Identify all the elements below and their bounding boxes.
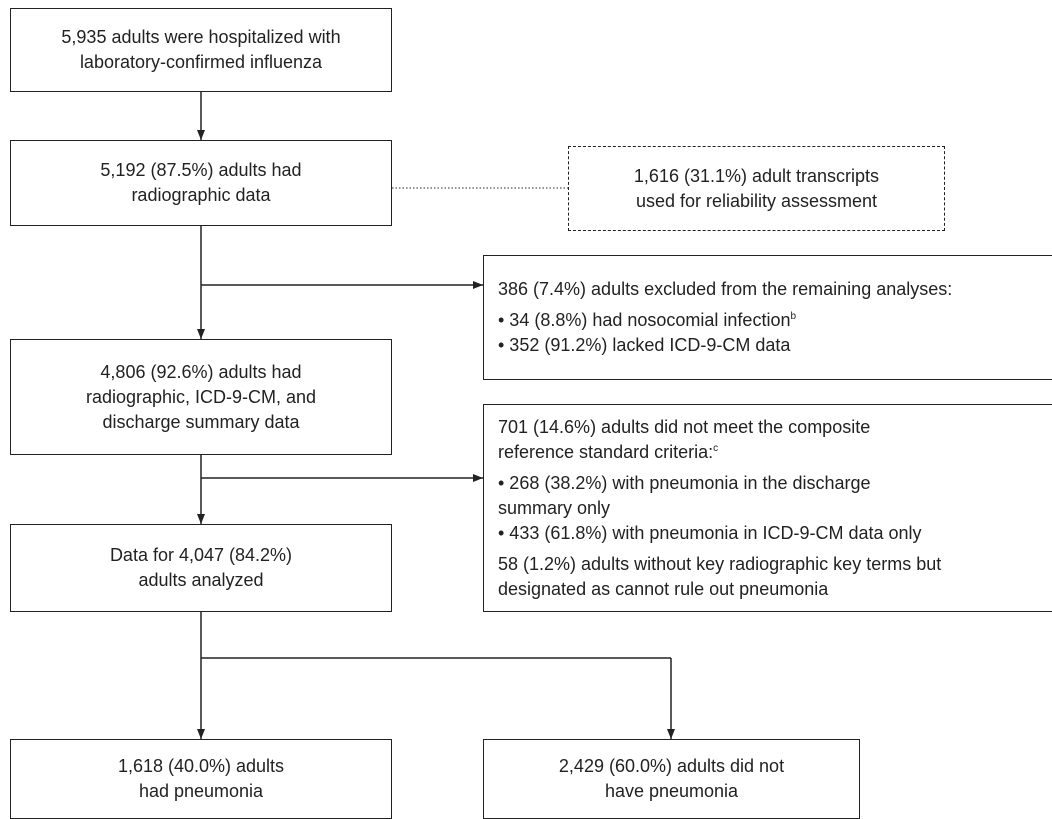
node-text: 2,429 (60.0%) adults did not: [558, 756, 785, 776]
node-line: designated as cannot rule out pneumonia: [498, 577, 1052, 602]
node-text: 4,806 (92.6%) adults had: [100, 361, 302, 382]
node-text: summary only: [498, 497, 611, 518]
node-line: 5,192 (87.5%) adults had: [100, 158, 301, 183]
node-text: 386 (7.4%) adults excluded from the rema…: [498, 279, 953, 299]
node-text: 5,935 adults were hospitalized with: [61, 27, 341, 47]
node-line: radiographic data: [131, 183, 270, 208]
node-box: 5,935 adults were hospitalized with labor…: [10, 8, 392, 92]
node-text: 1,618 (40.0%) adults: [117, 756, 285, 776]
footnote-mark: b: [790, 311, 797, 322]
node-line: 701 (14.6%) adults did not meet the comp…: [498, 415, 1052, 440]
node-text: • 268 (38.2%) with pneumonia in the disc…: [498, 472, 871, 493]
node-text: • 34 (8.8%) had nosocomial infection: [498, 310, 791, 330]
node-text: 701 (14.6%) adults did not meet the comp…: [498, 416, 871, 437]
node-line: summary only: [498, 496, 1052, 521]
node-text: discharge summary data: [102, 411, 300, 432]
node-box: Data for 4,047 (84.2%) adults analyzed: [10, 524, 392, 612]
node-text: had pneumonia: [138, 781, 264, 801]
node-text: 58 (1.2%) adults without key radiographi…: [498, 553, 942, 574]
node-text: Data for 4,047 (84.2%): [109, 545, 293, 565]
node-line: have pneumonia: [605, 779, 738, 804]
node-line: Data for 4,047 (84.2%): [110, 543, 292, 568]
node-box: 386 (7.4%) adults excluded from the rema…: [483, 255, 1052, 380]
node-text: • 352 (91.2%) lacked ICD-9-CM data: [498, 335, 791, 355]
node-text: 5,192 (87.5%) adults had: [100, 160, 302, 180]
node-text: adults analyzed: [138, 570, 264, 590]
node-line: laboratory-confirmed influenza: [80, 50, 322, 75]
node-text: reference standard criteria:: [498, 441, 714, 462]
node-line: adults analyzed: [138, 568, 263, 593]
node-text: designated as cannot rule out pneumonia: [498, 578, 829, 599]
node-text: used for reliability assessment: [635, 190, 878, 211]
node-line: had pneumonia: [139, 779, 263, 804]
node-line: • 352 (91.2%) lacked ICD-9-CM data: [498, 333, 1052, 358]
node-line: radiographic, ICD-9-CM, and: [86, 385, 316, 410]
node-text: • 433 (61.8%) with pneumonia in ICD-9-CM…: [498, 522, 922, 543]
node-box: 1,616 (31.1%) adult transcripts used for …: [568, 146, 945, 231]
node-line: 4,806 (92.6%) adults had: [100, 360, 301, 385]
node-line: 386 (7.4%) adults excluded from the rema…: [498, 277, 1052, 302]
node-line: used for reliability assessment: [636, 189, 877, 214]
node-box: 1,618 (40.0%) adults had pneumonia: [10, 739, 392, 819]
node-line: • 34 (8.8%) had nosocomial infectionb: [498, 308, 1052, 333]
node-line: 58 (1.2%) adults without key radiographi…: [498, 552, 1052, 577]
node-line: reference standard criteria:c: [498, 440, 1052, 465]
node-line: • 433 (61.8%) with pneumonia in ICD-9-CM…: [498, 521, 1052, 546]
node-box: 2,429 (60.0%) adults did not have pneumon…: [483, 739, 860, 819]
node-line: 1,618 (40.0%) adults: [118, 754, 284, 779]
footnote-mark: c: [713, 442, 719, 454]
node-text: radiographic, ICD-9-CM, and: [85, 386, 317, 407]
node-box: 4,806 (92.6%) adults had radiographic, IC…: [10, 339, 392, 455]
node-box: 5,192 (87.5%) adults had radiographic dat…: [10, 140, 392, 226]
node-text: laboratory-confirmed influenza: [79, 52, 323, 72]
node-box: 701 (14.6%) adults did not meet the comp…: [483, 404, 1052, 612]
node-line: discharge summary data: [102, 410, 299, 435]
node-text: have pneumonia: [604, 781, 739, 801]
node-line: 2,429 (60.0%) adults did not: [559, 754, 784, 779]
node-line: • 268 (38.2%) with pneumonia in the disc…: [498, 471, 1052, 496]
node-text: radiographic data: [131, 185, 271, 205]
node-line: 5,935 adults were hospitalized with: [61, 25, 340, 50]
node-text: 1,616 (31.1%) adult transcripts: [633, 165, 880, 186]
node-line: 1,616 (31.1%) adult transcripts: [634, 164, 879, 189]
